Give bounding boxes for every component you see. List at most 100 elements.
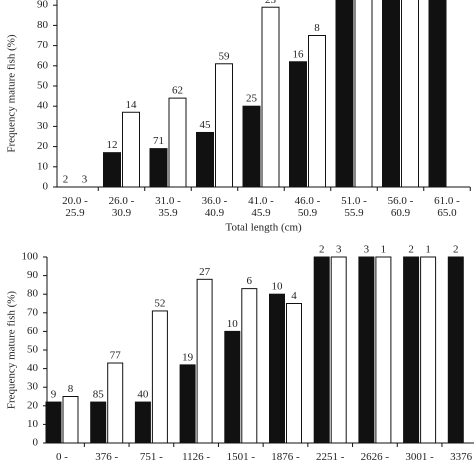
bar	[420, 256, 437, 444]
y-tick-label: 90	[37, 0, 49, 11]
bar	[168, 97, 187, 188]
bar-label: 19	[182, 351, 194, 363]
x-tick-label: 1126 -	[182, 451, 211, 463]
y-tick-label: 0	[43, 181, 49, 193]
y-tick-label: 40	[37, 100, 49, 112]
x-tick-label: 0 -	[56, 451, 68, 463]
x-tick-label: 2626 -	[360, 451, 390, 463]
x-tick-label: 31.0 - 35.9	[155, 195, 181, 219]
y-tick-label: 70	[27, 306, 39, 318]
y-tick-label: 50	[27, 344, 39, 356]
bar	[134, 401, 151, 444]
chart: 0 10 20 30 40 50 60 70 80 90 2 3 12 14 71 62 45 59 25 25 16 8…	[6, 0, 471, 234]
bar	[401, 0, 419, 188]
bar	[289, 61, 307, 188]
bar-label: 6	[247, 275, 253, 287]
bar	[90, 401, 107, 444]
x-tick-label: 1501 -	[226, 451, 255, 463]
y-tick-label: 100	[22, 251, 39, 263]
bar-label: 59	[219, 50, 231, 62]
bar	[358, 256, 375, 444]
x-tick-label: 376 -	[95, 451, 119, 463]
bar	[286, 303, 302, 444]
bar	[330, 256, 347, 444]
bar-label: 62	[172, 85, 183, 97]
bar	[62, 396, 79, 444]
bar	[375, 256, 392, 444]
y-tick-label: 80	[37, 19, 49, 31]
x-tick-label: 1876 -	[271, 451, 300, 463]
bar	[196, 131, 214, 188]
bar-label: 27	[199, 266, 211, 278]
bar	[335, 0, 354, 188]
bar	[261, 6, 280, 188]
y-tick-label: 70	[37, 39, 49, 51]
bar	[122, 111, 140, 188]
bar	[103, 152, 121, 188]
bar	[354, 0, 373, 188]
y-tick-label: 30	[27, 381, 39, 393]
bar	[107, 362, 124, 444]
bar	[45, 401, 62, 444]
bar-label: 40	[137, 389, 149, 401]
y-axis-title: Frequency mature fish (%)	[6, 34, 18, 153]
x-tick-label: 751 -	[139, 451, 163, 463]
x-tick-label: 36.0 - 40.9	[201, 195, 228, 219]
bar	[428, 0, 447, 188]
bar-label: 2	[453, 244, 459, 256]
bar	[269, 293, 285, 444]
y-tick-label: 0	[33, 437, 39, 449]
bar-label: 8	[68, 383, 74, 395]
bar-label: 16	[293, 48, 305, 60]
bar-label: 25	[265, 0, 277, 6]
bar	[313, 256, 330, 444]
bar-label: 77	[110, 350, 122, 362]
bar-label: 85	[93, 389, 105, 401]
bar-label: 71	[153, 135, 164, 147]
x-tick-label: 26.0 - 30.9	[108, 195, 135, 219]
bar-label: 8	[314, 22, 320, 34]
y-tick-label: 20	[27, 399, 39, 411]
y-tick-label: 80	[27, 288, 39, 300]
bar	[308, 35, 326, 188]
y-tick-label: 10	[27, 418, 39, 430]
bar-label: 14	[126, 99, 138, 111]
y-tick-label: 20	[37, 140, 49, 152]
bar	[149, 148, 168, 188]
bar-label: 52	[154, 297, 165, 309]
bar-label: 10	[272, 281, 284, 293]
bar	[403, 256, 420, 444]
bar	[224, 330, 241, 444]
x-axis-title: Total length (cm)	[226, 222, 303, 234]
bar-label: 9	[51, 389, 57, 401]
bar-label: 3	[336, 244, 342, 256]
bar-label: 2	[319, 244, 325, 256]
bar-label: 1	[425, 244, 431, 256]
bar	[382, 0, 400, 188]
x-tick-label: 2251 -	[315, 451, 345, 463]
y-axis-title: Frequency mature fish (%)	[6, 291, 18, 410]
x-tick-label: 46.0 - 50.9	[294, 195, 321, 219]
bar	[241, 288, 258, 444]
x-tick-label: 61.0 - 65.0	[434, 195, 460, 219]
bar-label: 45	[200, 119, 212, 131]
x-tick-label: 56.0 - 60.9	[387, 195, 414, 219]
y-tick-label: 50	[37, 80, 49, 92]
bar	[179, 364, 196, 444]
bar-label: 3	[82, 174, 88, 186]
x-tick-label: 3001 -	[405, 451, 434, 463]
bar	[215, 63, 233, 188]
bar-label: 4	[291, 290, 297, 302]
chart: 0 10 20 30 40 50 60 70 80 90 100 9 8 85 77 40 52 19 27 10 6 1…	[6, 244, 474, 449]
x-tick-label: 41.0 - 45.9	[248, 195, 274, 219]
bar	[242, 105, 261, 188]
y-tick-label: 60	[37, 59, 49, 71]
bar-label: 3	[364, 244, 370, 256]
bar-label: 2	[408, 244, 414, 256]
y-tick-label: 40	[27, 362, 39, 374]
x-tick-label: 20.0 - 25.9	[62, 195, 88, 219]
y-tick-label: 10	[37, 160, 49, 172]
y-tick-label: 90	[27, 269, 39, 281]
bar	[447, 256, 464, 444]
